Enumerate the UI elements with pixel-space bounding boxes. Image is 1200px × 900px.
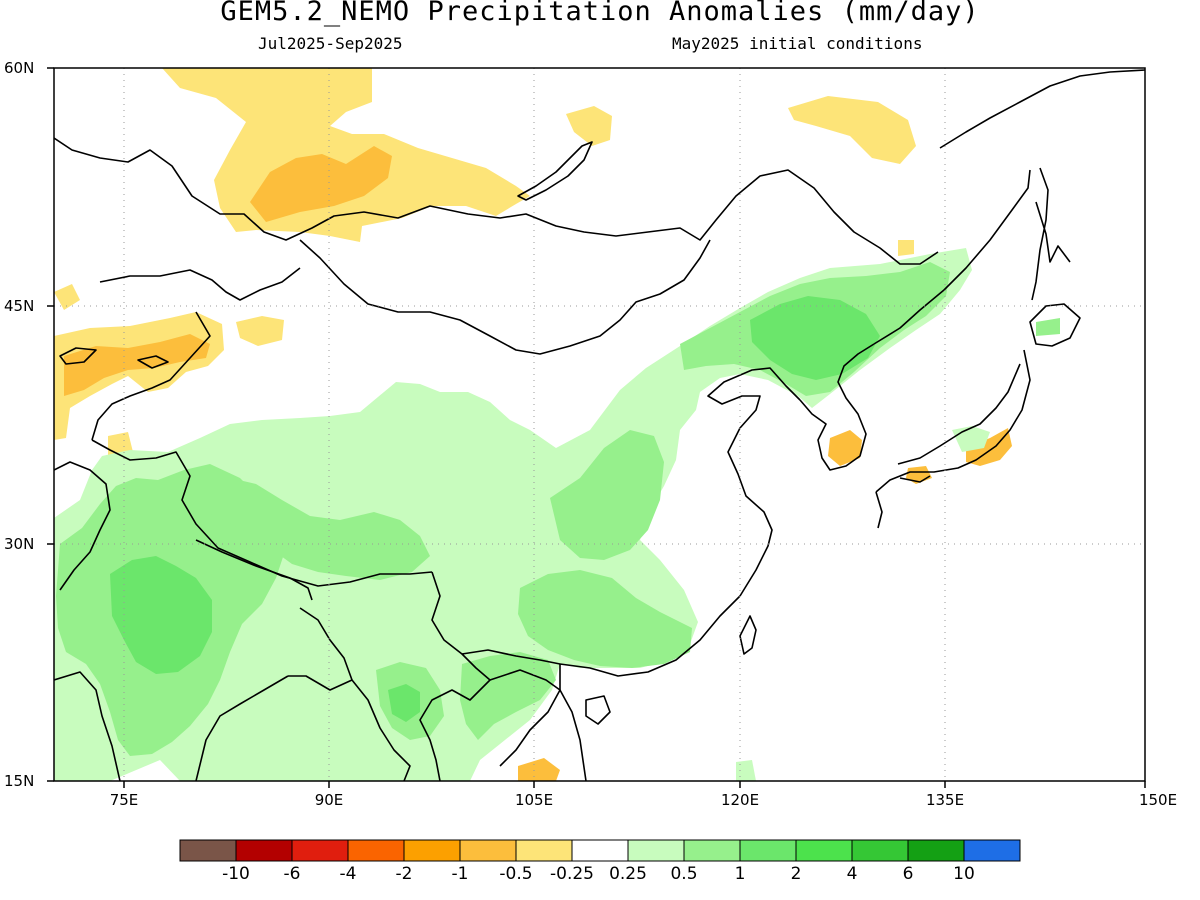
dry-region-japan xyxy=(966,428,1012,466)
dry-region-kazakhstan-core xyxy=(64,334,210,396)
colorbar-swatch xyxy=(403,839,461,862)
colorbar-label: 4 xyxy=(846,864,858,884)
border-indochina xyxy=(461,649,561,767)
dry-region-mongolia-west xyxy=(236,316,284,346)
coast-south-china xyxy=(559,367,801,677)
border-kazakh-china xyxy=(91,311,211,441)
wet-region-tibet-medium xyxy=(186,476,430,580)
colorbar-label: -0.25 xyxy=(550,864,594,884)
colorbar-swatch xyxy=(627,839,685,862)
lon-label-90e: 90E xyxy=(314,791,344,809)
colorbar-swatch xyxy=(515,839,573,862)
colorbar-swatch xyxy=(291,839,349,862)
wet-region-myanmar-strong xyxy=(388,684,420,722)
wet-region-south-china-medium xyxy=(518,570,692,668)
colorbar-label: 2 xyxy=(790,864,802,884)
colorbar-label: 0.5 xyxy=(670,864,698,884)
colorbar-swatch xyxy=(739,839,797,862)
colorbar-swatch xyxy=(963,839,1021,862)
colorbar-label: -10 xyxy=(222,864,250,884)
island-taiwan xyxy=(739,615,757,655)
lat-label-15n: 15N xyxy=(4,772,35,790)
lon-label-150e: 150E xyxy=(1138,791,1178,809)
lake-balkhash xyxy=(59,347,97,365)
coast-far-east xyxy=(873,169,1071,345)
border-bangladesh xyxy=(288,607,353,691)
wet-region-vietnam-coast xyxy=(736,760,756,781)
lake-issyk xyxy=(137,355,169,369)
graticule xyxy=(54,68,1145,781)
colorbar-label: 10 xyxy=(953,864,975,884)
island-hokkaido xyxy=(1029,303,1081,347)
colorbar-swatch xyxy=(235,839,293,862)
island-sakhalin xyxy=(1031,167,1049,301)
map-frame xyxy=(53,67,1146,782)
lon-label-120e: 120E xyxy=(720,791,760,809)
dry-region-far-east xyxy=(788,96,916,164)
lon-label-135e: 135E xyxy=(925,791,965,809)
lake-baikal xyxy=(517,141,593,201)
dry-region-kazakhstan-west xyxy=(54,284,80,310)
coast-korea xyxy=(799,343,875,471)
colorbar-swatch xyxy=(571,839,629,862)
dry-region-baikal xyxy=(566,106,612,146)
colorbar xyxy=(179,839,1021,862)
coast-vietnam xyxy=(559,664,587,781)
wet-region-ne-china-strong xyxy=(750,296,880,380)
colorbar-swatch xyxy=(683,839,741,862)
lon-label-75e: 75E xyxy=(109,791,139,809)
coast-india xyxy=(54,671,289,781)
colorbar-swatch xyxy=(851,839,909,862)
island-kyushu xyxy=(875,475,931,529)
wet-region-india-strong xyxy=(110,556,212,674)
colorbar-swatch xyxy=(179,839,237,862)
colorbar-label: -4 xyxy=(339,864,357,884)
wet-anomaly-regions xyxy=(54,248,1060,781)
axis-ticks xyxy=(47,67,1146,788)
dry-region-small-far-east xyxy=(898,240,914,256)
dry-region-siberia xyxy=(162,68,530,242)
forecast-period: Jul2025-Sep2025 xyxy=(258,34,403,53)
lat-label-45n: 45N xyxy=(4,297,35,315)
dry-region-siberia-core xyxy=(250,146,392,222)
lon-label-105e: 105E xyxy=(514,791,554,809)
border-nepal xyxy=(195,539,313,601)
coast-okhotsk xyxy=(939,69,1145,149)
border-myanmar xyxy=(419,571,491,781)
dry-region-korea xyxy=(828,430,862,466)
map-title: GEM5.2_NEMO Precipitation Anomalies (mm/… xyxy=(220,0,980,27)
coast-myanmar xyxy=(351,679,411,781)
lat-label-30n: 30N xyxy=(4,535,35,553)
island-honshu xyxy=(875,349,1031,493)
colorbar-swatch xyxy=(347,839,405,862)
colorbar-swatch xyxy=(907,839,965,862)
colorbar-label: 0.25 xyxy=(609,864,647,884)
border-kazakh-north xyxy=(99,267,301,301)
colorbar-label: 1 xyxy=(734,864,746,884)
wet-region-south-asia-light xyxy=(54,248,972,781)
dry-region-gulf-tonkin xyxy=(518,758,560,781)
colorbar-swatch xyxy=(795,839,853,862)
border-pakistan-india xyxy=(54,461,111,591)
wet-region-central-china-medium xyxy=(550,430,664,560)
coastlines-and-borders xyxy=(54,69,1145,781)
initial-conditions: May2025 initial conditions xyxy=(672,34,923,53)
border-mongolia-china xyxy=(299,239,711,355)
lat-label-60n: 60N xyxy=(4,59,35,77)
colorbar-swatch xyxy=(459,839,517,862)
colorbar-label: -2 xyxy=(395,864,413,884)
colorbar-label: -6 xyxy=(283,864,301,884)
colorbar-label: -0.5 xyxy=(499,864,533,884)
colorbar-label: 6 xyxy=(902,864,914,884)
border-kashmir-tibet xyxy=(91,439,433,587)
island-hainan xyxy=(585,695,611,725)
wet-region-hokkaido xyxy=(1036,318,1060,336)
colorbar-label: -1 xyxy=(451,864,469,884)
border-russia-mongolia xyxy=(54,137,939,265)
